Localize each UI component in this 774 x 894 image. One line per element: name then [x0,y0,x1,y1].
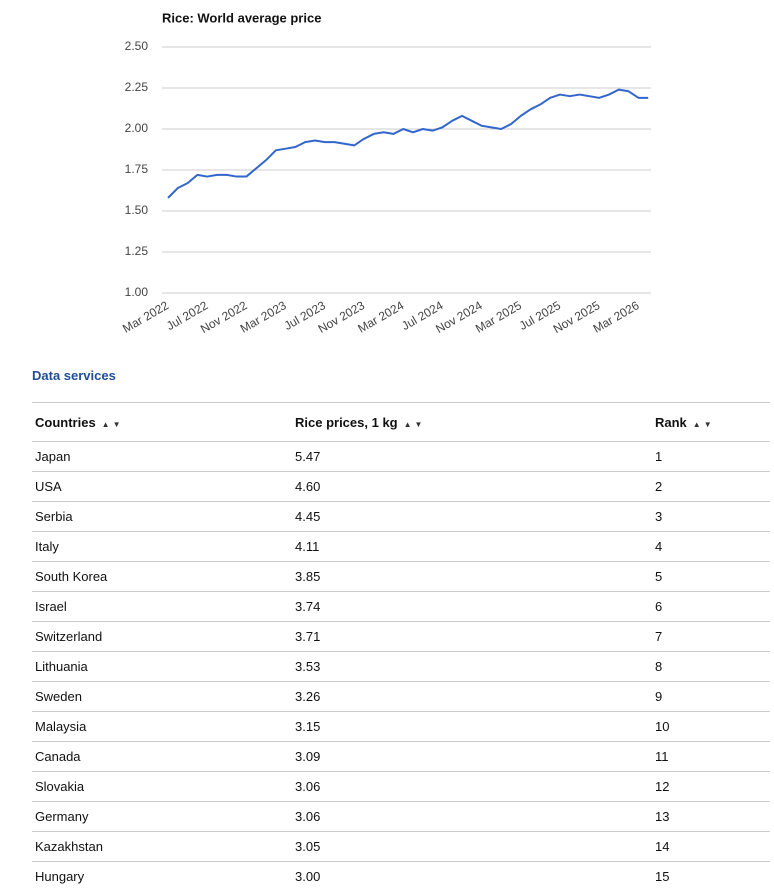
price-table: Countries ▲▼ Rice prices, 1 kg ▲▼ Rank ▲▼ Jap… [32,402,770,891]
table-row: Sweden 3.26 9 [32,681,770,712]
table-cell: Italy [32,531,292,562]
table-cell: 3.00 [292,861,652,891]
table-cell: 12 [652,771,770,802]
table-cell: 4 [652,531,770,562]
table-cell: 14 [652,831,770,862]
table-cell: 4.11 [292,531,652,562]
table-cell: 10 [652,711,770,742]
table-cell: Hungary [32,861,292,891]
table-row: Kazakhstan 3.05 14 [32,831,770,862]
chart-title: Rice: World average price [162,10,321,25]
column-header[interactable]: Rank ▲▼ [652,402,770,442]
column-header[interactable]: Rice prices, 1 kg ▲▼ [292,402,652,442]
table-cell: South Korea [32,561,292,592]
table-cell: Lithuania [32,651,292,682]
y-tick-label: 2.25 [125,80,149,94]
header-text: Countries [35,414,96,430]
table-cell: Sweden [32,681,292,712]
table-cell: 3.26 [292,681,652,712]
data-services-link[interactable]: Data services [32,368,116,383]
table-cell: 9 [652,681,770,712]
header-text: Rank [655,414,687,430]
chart: Rice: World average price 1.00 1.25 1.50 1.… [120,10,651,336]
table-cell: 3.06 [292,801,652,832]
table-cell: 3.06 [292,771,652,802]
header-row: Countries ▲▼ Rice prices, 1 kg ▲▼ Rank ▲▼ [32,402,770,442]
table-cell: 3.85 [292,561,652,592]
table-cell: Canada [32,741,292,772]
table-cell: Serbia [32,501,292,532]
y-tick-label: 2.00 [125,121,149,135]
table-cell: 11 [652,741,770,772]
table-body: Japan 5.47 1 USA 4.60 2 Serbia 4.45 3 Italy 4.11 4 S… [32,441,770,891]
table-cell: 8 [652,651,770,682]
table-cell: 2 [652,471,770,502]
table-row: Germany 3.06 13 [32,801,770,832]
table-cell: 4.45 [292,501,652,532]
table-row: Lithuania 3.53 8 [32,651,770,682]
table-row: Serbia 4.45 3 [32,501,770,532]
table-cell: USA [32,471,292,502]
table-row: Japan 5.47 1 [32,441,770,472]
table-row: South Korea 3.85 5 [32,561,770,592]
table-row: Italy 4.11 4 [32,531,770,562]
table-cell: 7 [652,621,770,652]
table-cell: 5.47 [292,441,652,472]
table-cell: Kazakhstan [32,831,292,862]
table-cell: Japan [32,441,292,472]
table-row: Hungary 3.00 15 [32,861,770,891]
sort-arrows[interactable]: ▲▼ [101,419,124,429]
table-row: Israel 3.74 6 [32,591,770,622]
table-row: Malaysia 3.15 10 [32,711,770,742]
table-cell: 6 [652,591,770,622]
table-cell: 13 [652,801,770,832]
table-cell: 3.74 [292,591,652,622]
column-header[interactable]: Countries ▲▼ [32,402,292,442]
table-cell: 3.15 [292,711,652,742]
table-cell: Switzerland [32,621,292,652]
y-tick-label: 2.50 [125,39,149,53]
table-cell: 1 [652,441,770,472]
table-row: USA 4.60 2 [32,471,770,502]
table-cell: 3 [652,501,770,532]
table-row: Slovakia 3.06 12 [32,771,770,802]
y-tick-label: 1.75 [125,162,149,176]
table-row: Canada 3.09 11 [32,741,770,772]
table-cell: Slovakia [32,771,292,802]
table-cell: Israel [32,591,292,622]
table-row: Switzerland 3.71 7 [32,621,770,652]
y-tick-label: 1.50 [125,203,149,217]
table-cell: 5 [652,561,770,592]
x-tick-label: Mar 2022 [120,298,171,336]
table-cell: Malaysia [32,711,292,742]
table-cell: 3.09 [292,741,652,772]
table-cell: 3.05 [292,831,652,862]
y-tick-label: 1.25 [125,244,149,258]
sort-arrows[interactable]: ▲▼ [692,419,715,429]
table-cell: 3.53 [292,651,652,682]
price-line [167,88,649,199]
header-text: Rice prices, 1 kg [295,414,398,430]
table-cell: 4.60 [292,471,652,502]
y-tick-label: 1.00 [125,285,149,299]
table-cell: 3.71 [292,621,652,652]
sort-arrows[interactable]: ▲▼ [403,419,426,429]
table-cell: 15 [652,861,770,891]
table-cell: Germany [32,801,292,832]
